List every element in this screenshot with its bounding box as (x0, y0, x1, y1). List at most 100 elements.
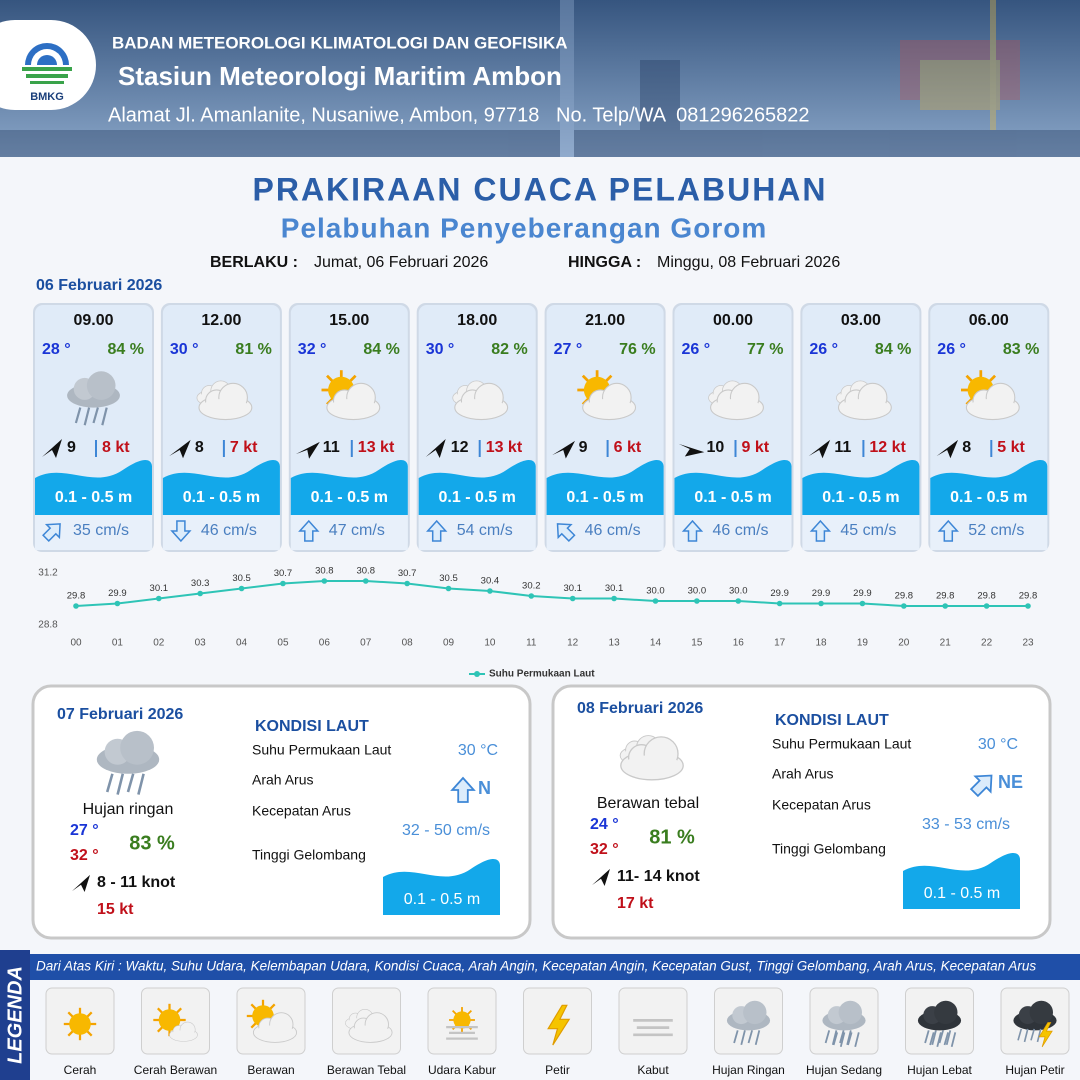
gust-speed: 12 kt (869, 439, 906, 456)
sst-point (983, 603, 990, 609)
legend-item-label: Hujan Sedang (806, 1063, 882, 1077)
forecast-time: 15.00 (329, 312, 369, 329)
wave-box (383, 858, 500, 915)
sst-point (611, 595, 617, 602)
data-label: 30.8 (315, 566, 334, 577)
wave-band (35, 459, 152, 515)
forecast-temp: 27 ° (554, 341, 583, 358)
sst-point (901, 603, 907, 609)
wave-box (903, 852, 1020, 909)
sst-line (75, 580, 1028, 607)
legend-item-label: Cerah Berawan (134, 1063, 217, 1077)
sst-point (652, 598, 659, 604)
forecast-temp: 26 ° (809, 341, 838, 358)
data-label: 30.1 (605, 583, 624, 594)
station-name: Stasiun Meteorologi Maritim Ambon (118, 61, 562, 91)
x-tick-label: 11 (526, 638, 537, 649)
wind-speed: 8 (962, 439, 971, 456)
x-tick-label: 14 (650, 638, 662, 649)
legend-title: LEGENDA (4, 966, 26, 1064)
legend-item-label: Hujan Ringan (712, 1063, 785, 1077)
icon-part (448, 1006, 476, 1034)
sst-value: 30 °C (458, 742, 498, 759)
wave-band (930, 459, 1048, 515)
forecast-temp: 26 ° (682, 341, 711, 358)
gust-speed: 8 kt (102, 439, 130, 456)
day-gust: 17 kt (617, 895, 654, 912)
legend-item-label: Hujan Lebat (907, 1063, 972, 1077)
current-speed: 45 cm/s (840, 522, 896, 539)
sea-title: KONDISI LAUT (255, 718, 369, 735)
day-wind: 11- 14 knot (617, 868, 700, 885)
wind-speed: 10 (707, 439, 725, 456)
day-humidity: 83 % (129, 832, 175, 854)
gust-speed: 6 kt (614, 439, 642, 456)
data-label: 30.7 (398, 568, 417, 579)
sst-point (362, 578, 369, 584)
logo-text: BMKG (30, 91, 64, 103)
data-label: 29.8 (895, 591, 914, 602)
current-speed-label: Kecepatan Arus (772, 797, 871, 813)
data-label: 30.4 (481, 576, 500, 587)
data-label: 30.0 (646, 586, 665, 597)
subtitle: Pelabuhan Penyeberangan Gorom (281, 212, 767, 243)
data-label: 29.8 (67, 591, 86, 602)
valid-from-label: BERLAKU : (210, 254, 298, 271)
data-label: 30.0 (729, 586, 748, 597)
data-label: 29.8 (936, 591, 955, 602)
data-label: 30.3 (191, 578, 210, 589)
gust-speed: 13 kt (358, 439, 395, 456)
data-label: 30.0 (688, 586, 707, 597)
y-tick-label: 31.2 (38, 568, 58, 579)
wave-height: 0.1 - 0.5 m (183, 489, 260, 506)
day-humidity: 81 % (649, 826, 695, 848)
data-label: 29.9 (770, 588, 789, 599)
forecast-time: 00.00 (713, 312, 753, 329)
wave-band (162, 459, 280, 515)
wave-band (546, 459, 664, 515)
gust-speed: 7 kt (230, 439, 258, 456)
forecast-time: 21.00 (585, 312, 625, 329)
forecast-humidity: 84 % (108, 341, 144, 358)
wave-height: 0.1 - 0.5 m (439, 489, 516, 506)
data-label: 29.9 (108, 588, 127, 599)
sst-point (942, 603, 949, 609)
x-tick-label: 22 (981, 638, 993, 649)
sst-point (776, 600, 783, 607)
sst-point (487, 588, 493, 594)
x-tick-label: 10 (484, 638, 496, 649)
wave-band (418, 459, 536, 515)
legend-bar (30, 954, 1080, 980)
day-condition: Hujan ringan (83, 801, 174, 818)
current-dir-label: Arah Arus (252, 772, 313, 788)
sst-point (694, 598, 700, 604)
data-label: 30.5 (232, 573, 251, 584)
forecast-temp: 32 ° (298, 341, 327, 358)
x-tick-label: 02 (153, 638, 165, 649)
forecast-temp: 30 ° (170, 341, 199, 358)
icon-part (62, 1006, 98, 1042)
sst-point (818, 600, 824, 607)
data-label: 29.8 (1019, 591, 1038, 602)
valid-from: Jumat, 06 Februari 2026 (314, 254, 488, 271)
x-tick-label: 05 (277, 638, 289, 649)
gust-speed: 9 kt (742, 439, 770, 456)
legend-item-label: Hujan Petir (1005, 1063, 1064, 1077)
sea-title: KONDISI LAUT (775, 712, 889, 729)
x-tick-label: 16 (733, 638, 745, 649)
x-tick-label: 19 (857, 638, 869, 649)
day-temp-min: 27 ° (70, 822, 99, 839)
x-tick-label: 13 (609, 638, 621, 649)
wave-height: 0.1 - 0.5 m (311, 489, 388, 506)
sst-point (280, 580, 286, 587)
wave-label: Tinggi Gelombang (772, 841, 886, 857)
sst-point (73, 603, 79, 609)
forecast-humidity: 76 % (619, 341, 655, 358)
wave-height: 0.1 - 0.5 m (566, 489, 643, 506)
x-tick-label: 09 (443, 638, 455, 649)
forecast-time: 12.00 (201, 312, 241, 329)
sst-point (528, 593, 535, 599)
forecast-time: 06.00 (969, 312, 1009, 329)
legend-description: Dari Atas Kiri : Waktu, Suhu Udara, Kele… (36, 959, 1036, 974)
x-tick-label: 23 (1022, 638, 1034, 649)
